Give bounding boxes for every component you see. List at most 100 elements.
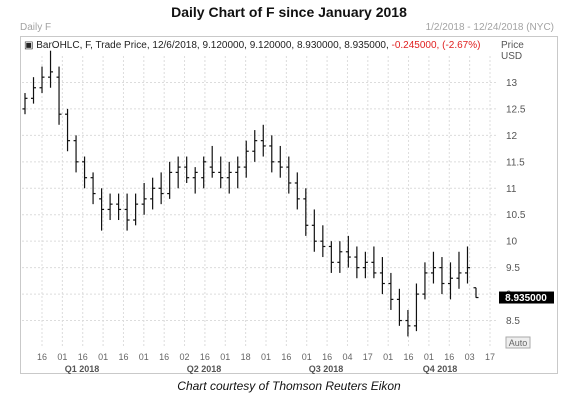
x-tick-label: 01 [261, 352, 271, 362]
ohlc-bar [439, 257, 445, 295]
x-tick-label: 16 [200, 352, 210, 362]
ohlc-bar [192, 167, 198, 194]
header-symbol-label: Daily F [20, 22, 52, 33]
ohlc-bar [405, 309, 411, 337]
ohlc-bar [65, 108, 71, 152]
ohlc-bar [379, 257, 385, 295]
price-axis-label: Price USD [501, 40, 524, 62]
ohlc-bar [133, 193, 139, 226]
last-price-label: 8.935000 [505, 293, 547, 304]
ohlc-bar [167, 161, 173, 199]
ohlc-bar [116, 193, 122, 221]
ohlc-bar [209, 145, 215, 178]
ohlc-bar [184, 156, 190, 183]
ohlc-bar [303, 188, 309, 236]
ohlc-bar [362, 251, 368, 279]
quarter-label: Q1 2018 [65, 364, 100, 374]
ohlc-bar [337, 241, 343, 273]
ohlc-bar [371, 246, 377, 279]
x-tick-label: 01 [57, 352, 67, 362]
x-tick-label: 01 [302, 352, 312, 362]
chart-credit: Chart courtesy of Thomson Reuters Eikon [177, 379, 401, 393]
x-tick-label: 02 [180, 352, 190, 362]
ohlc-bar [218, 156, 224, 189]
ohlc-bar [269, 135, 275, 173]
ohlc-bar [328, 241, 334, 273]
ohlc-bar [90, 172, 96, 205]
y-tick-label: 9.5 [506, 263, 520, 274]
ohlc-bar [456, 251, 462, 289]
x-tick-label: 01 [139, 352, 149, 362]
x-tick-label: 03 [465, 352, 475, 362]
x-tick-label: 16 [322, 352, 332, 362]
x-tick-label: 01 [98, 352, 108, 362]
x-tick-label: 16 [159, 352, 169, 362]
info-date: 12/6/2018, [152, 40, 200, 51]
price-axis-label-currency: USD [501, 51, 523, 62]
ohlc-bar [243, 140, 249, 178]
y-tick-label: 10 [506, 237, 518, 248]
x-tick-label: 16 [78, 352, 88, 362]
ohlc-bar [422, 262, 428, 300]
ohlc-bar [175, 156, 181, 189]
ohlc-bar [107, 193, 113, 221]
ohlc-bar [235, 156, 241, 189]
ohlc-bar [158, 172, 164, 205]
ohlc-bar [260, 124, 266, 157]
x-tick-label: 17 [363, 352, 373, 362]
y-tick-label: 10.5 [506, 210, 526, 221]
ohlc-bar [294, 172, 300, 210]
ohlc-bar [345, 235, 351, 268]
info-ohlc: 9.120000, 9.120000, 8.930000, 8.935000, [202, 40, 389, 51]
ohlc-bar [464, 246, 470, 284]
ohlc-bar [447, 262, 453, 300]
last-price-tag [499, 291, 554, 304]
x-tick-label: 01 [383, 352, 393, 362]
info-change: -0.245000, (-2.67%) [391, 40, 481, 51]
y-tick-label: 13 [506, 78, 518, 89]
x-tick-label: 04 [342, 352, 352, 362]
ohlc-bar [201, 156, 207, 189]
ohlc-bar [39, 66, 45, 94]
y-tick-label: 12.5 [506, 104, 526, 115]
auto-scale-label: Auto [509, 338, 528, 348]
ohlc-bar [141, 182, 147, 215]
x-tick-label: 16 [37, 352, 47, 362]
info-icon: ▣ [24, 40, 34, 51]
y-tick-label: 11.5 [506, 157, 525, 168]
auto-scale-button[interactable] [505, 336, 531, 349]
ohlc-bar [311, 209, 317, 252]
x-tick-label: 16 [281, 352, 291, 362]
ohlc-bar [124, 193, 130, 231]
ohlc-bar [56, 66, 62, 125]
ohlc-bar [48, 50, 54, 88]
x-tick-label: 01 [220, 352, 230, 362]
ohlc-bar [388, 272, 394, 310]
x-tick-label: 16 [118, 352, 128, 362]
x-tick-label: 18 [241, 352, 251, 362]
ohlc-bar [226, 161, 232, 194]
x-tick-label: 16 [444, 352, 454, 362]
ohlc-bar [396, 288, 402, 326]
ohlc-bar [320, 225, 326, 258]
x-tick-label: 17 [485, 352, 495, 362]
y-tick-label: 12 [506, 131, 518, 142]
ohlc-bar [354, 246, 360, 279]
header-date-range: 1/2/2018 - 12/24/2018 (NYC) [425, 22, 554, 33]
ohlc-bar [252, 130, 258, 162]
ohlc-info-line: ▣ BarOHLC, F, Trade Price, 12/6/2018, 9.… [24, 40, 480, 51]
info-series: BarOHLC, F, Trade Price, [36, 40, 150, 51]
y-tick-label: 8.5 [506, 316, 520, 327]
ohlc-bar [82, 156, 88, 189]
chart-title: Daily Chart of F since January 2018 [171, 4, 407, 20]
quarter-label: Q4 2018 [423, 364, 458, 374]
ohlc-bar [430, 251, 436, 284]
ohlc-bar [473, 287, 479, 299]
ohlc-bar [73, 135, 79, 173]
ohlc-bar [99, 188, 105, 231]
price-axis-label-price: Price [501, 40, 524, 51]
ohlc-bar [22, 93, 28, 115]
ohlc-bar [277, 145, 283, 178]
x-tick-label: 16 [404, 352, 414, 362]
